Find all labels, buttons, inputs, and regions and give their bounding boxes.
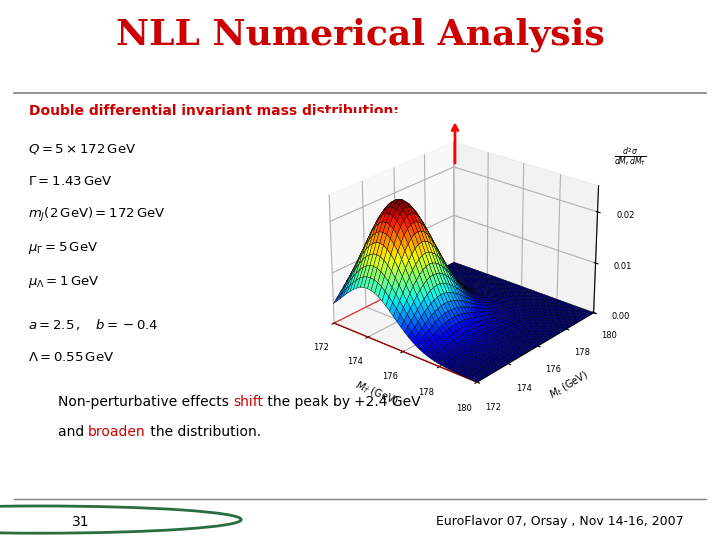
Text: $\Gamma = 1.43\,\mathrm{GeV}$: $\Gamma = 1.43\,\mathrm{GeV}$ xyxy=(28,176,113,188)
Text: $\mu_\Lambda = 1\,\mathrm{GeV}$: $\mu_\Lambda = 1\,\mathrm{GeV}$ xyxy=(28,274,99,289)
Text: $a = 2.5\,,\quad b = -0.4$: $a = 2.5\,,\quad b = -0.4$ xyxy=(28,317,158,332)
Text: $m_J(2\,\mathrm{GeV}) = 172\,\mathrm{GeV}$: $m_J(2\,\mathrm{GeV}) = 172\,\mathrm{GeV… xyxy=(28,206,166,224)
Text: the peak by: the peak by xyxy=(263,395,354,409)
Text: and: and xyxy=(58,425,89,439)
Text: broaden: broaden xyxy=(89,425,146,439)
Text: $\Lambda = 0.55\,\mathrm{GeV}$: $\Lambda = 0.55\,\mathrm{GeV}$ xyxy=(28,351,114,364)
Text: Non-perturbative effects: Non-perturbative effects xyxy=(58,395,233,409)
Text: 31: 31 xyxy=(72,515,89,529)
Y-axis label: $M_t$ (GeV): $M_t$ (GeV) xyxy=(547,368,591,402)
Text: $\mu_\Gamma = 5\,\mathrm{GeV}$: $\mu_\Gamma = 5\,\mathrm{GeV}$ xyxy=(28,240,99,256)
Text: $Q = 5 \times 172\,\mathrm{GeV}$: $Q = 5 \times 172\,\mathrm{GeV}$ xyxy=(28,141,136,156)
Text: EuroFlavor 07, Orsay , Nov 14-16, 2007: EuroFlavor 07, Orsay , Nov 14-16, 2007 xyxy=(436,515,684,528)
Text: +2.4 GeV: +2.4 GeV xyxy=(354,395,421,409)
X-axis label: $M_{\bar{T}}$ (GeV): $M_{\bar{T}}$ (GeV) xyxy=(353,379,400,408)
Text: NLL Numerical Analysis: NLL Numerical Analysis xyxy=(116,18,604,52)
Text: Double differential invariant mass distribution:: Double differential invariant mass distr… xyxy=(29,104,398,118)
Text: Non-perturbative effects shift the peak by +2.4 GeV: Non-perturbative effects shift the peak … xyxy=(58,395,421,409)
Text: shift: shift xyxy=(233,395,263,409)
Text: the distribution.: the distribution. xyxy=(146,425,261,439)
Text: $\frac{d^2\sigma}{dM_t\,dM_{\bar{T}}}$: $\frac{d^2\sigma}{dM_t\,dM_{\bar{T}}}$ xyxy=(613,146,647,168)
